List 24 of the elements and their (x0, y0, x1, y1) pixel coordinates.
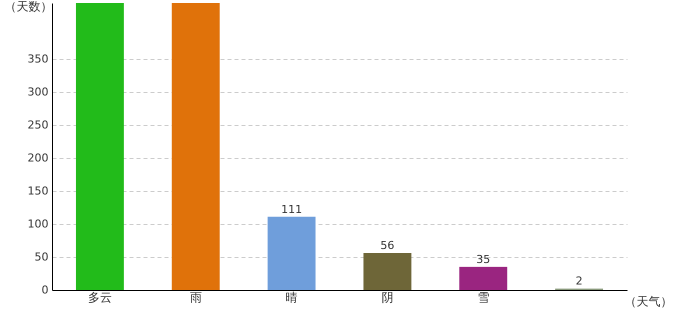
y-tick-label: 100 (28, 218, 48, 231)
y-tick-label: 150 (28, 184, 48, 198)
x-tick-label: 雨 (190, 290, 202, 304)
y-tick-label: 50 (34, 250, 48, 264)
bar (268, 216, 316, 290)
data-label: 35 (476, 252, 490, 266)
y-tick-label: 0 (42, 284, 48, 296)
y-tick-label: 250 (28, 118, 48, 132)
x-axis-title: （天气） (624, 294, 672, 308)
bar (76, 3, 124, 290)
bar (172, 3, 220, 290)
data-label: 2 (576, 274, 583, 288)
data-label: 56 (380, 239, 394, 252)
y-axis-title: （天数） (4, 0, 52, 14)
y-tick-label: 200 (28, 152, 48, 165)
y-tick-label: 350 (28, 52, 48, 66)
x-tick-label: 雪 (477, 290, 490, 304)
data-label: 111 (281, 202, 302, 216)
x-tick-label: 多云 (88, 290, 112, 304)
x-tick-label: 晴 (286, 290, 298, 304)
bar (459, 266, 508, 290)
y-tick-label: 300 (28, 86, 48, 99)
x-tick-label: 阴 (381, 290, 394, 304)
bar (363, 253, 412, 290)
